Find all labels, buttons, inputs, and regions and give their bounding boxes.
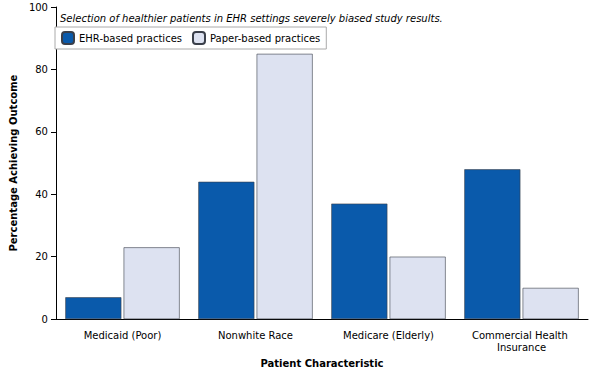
svg-text:80: 80	[35, 64, 48, 75]
svg-text:Percentage Achieving Outcome: Percentage Achieving Outcome	[8, 74, 19, 251]
svg-text:60: 60	[35, 126, 48, 137]
svg-text:Patient Characteristic: Patient Characteristic	[260, 358, 383, 369]
svg-text:Medicare (Elderly): Medicare (Elderly)	[343, 330, 434, 341]
svg-text:Medicaid (Poor): Medicaid (Poor)	[84, 330, 162, 341]
svg-text:20: 20	[35, 251, 48, 262]
svg-text:EHR-based practices: EHR-based practices	[79, 33, 182, 44]
svg-text:Selection of healthier patient: Selection of healthier patients in EHR s…	[60, 13, 443, 24]
svg-text:100: 100	[29, 2, 48, 13]
svg-text:Paper-based practices: Paper-based practices	[210, 33, 320, 44]
svg-text:Commercial Health: Commercial Health	[472, 330, 571, 341]
svg-text:Nonwhite Race: Nonwhite Race	[218, 330, 293, 341]
svg-text:40: 40	[35, 189, 48, 200]
svg-text:Insurance: Insurance	[497, 342, 546, 353]
svg-text:0: 0	[42, 314, 48, 325]
